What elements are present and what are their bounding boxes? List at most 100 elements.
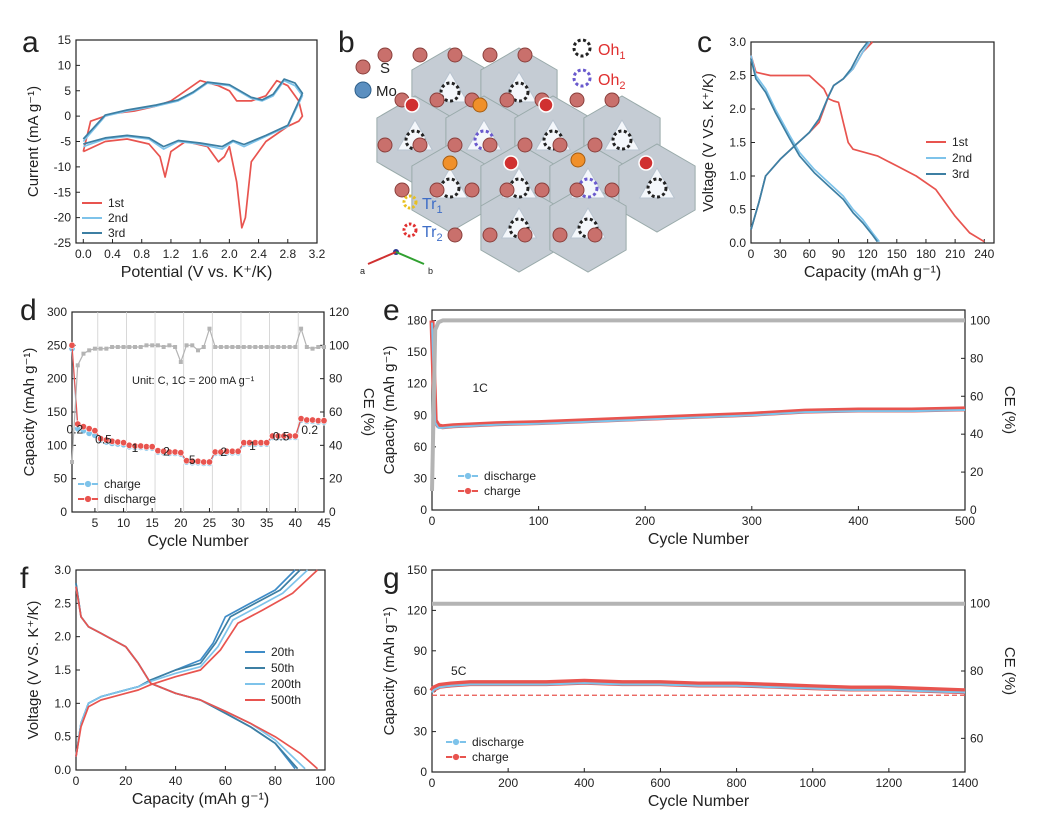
ce-point [230,345,235,349]
ce-point [184,343,189,348]
ce-point [115,345,120,349]
y-axis-title-e: Capacity (mAh g⁻¹) [381,346,398,475]
s-atom [499,182,515,198]
s-atom [552,137,568,153]
y2-tick-label-e: 100 [970,313,990,327]
ce-point [104,346,109,351]
s-atom [429,92,445,108]
mo-atom-legend-label: Mo [376,83,397,100]
x-tick-label-f: 0 [73,774,80,788]
y2-axis-title-g: CE (%) [1001,647,1018,695]
x-tick-label-e: 200 [635,514,655,528]
ce-point [178,360,183,364]
panel-label-b: b [338,26,355,59]
legend-label-charge: charge [484,484,521,498]
ce-point [247,345,252,349]
s-atom [587,137,603,153]
y-tick-label-d: 100 [47,438,67,452]
gcd-curve-3rd-d [750,58,879,243]
series-line-CE [430,318,965,492]
y-axis-title-a: Current (mA g⁻¹) [25,86,42,197]
s-atom [517,47,533,63]
x-tick-label-g: 1400 [952,776,979,790]
cv-curve-3rd [82,78,304,148]
ce-point [322,345,326,349]
legend-label-charge: charge [472,750,509,764]
x-tick-label-a: 2.4 [250,247,267,261]
ce-point [190,343,195,348]
y2-tick-label-e: 60 [970,389,984,403]
s-atom [482,47,498,63]
legend-label-discharge: discharge [484,469,536,483]
y-tick-label-e: 90 [414,408,428,422]
panel-label-c: c [697,26,712,59]
y-axis-title-f: Voltage (V VS. K⁺/K) [25,601,42,740]
x-tick-label-d: 20 [174,516,188,530]
b-axis-label: b [428,266,433,276]
ce-point [121,345,126,349]
ce-point [92,346,97,351]
legend-label-3rd: 3rd [108,226,125,240]
x-tick-label-a: 1.6 [192,247,209,261]
x-tick-label-d: 30 [231,516,245,530]
s-atom [604,182,620,198]
panel-label-f: f [20,562,29,595]
y-tick-label-e: 0 [420,503,427,517]
ce-point [253,345,258,349]
y-tick-label-a: 10 [58,58,72,72]
s-atom [412,47,428,63]
oh2-site-legend-label: Oh2 [598,72,625,92]
x-axis-title-c: Capacity (mAh g⁻¹) [804,264,941,281]
x-tick-label-d: 40 [289,516,303,530]
legend-label-1st: 1st [108,196,125,210]
legend-marker-discharge [464,472,472,480]
panel-label-d: d [20,294,37,327]
legend-label-discharge: discharge [472,735,524,749]
y-tick-label-f: 0.0 [54,763,71,777]
s-atom [447,47,463,63]
legend-label-2nd: 2nd [952,151,972,165]
y-tick-label-a: 0 [64,109,71,123]
x-tick-label-g: 800 [727,776,747,790]
series-line-discharge [431,682,966,694]
y2-tick-label-d: 40 [329,438,343,452]
x-tick-label-a: 2.8 [279,247,296,261]
x-tick-label-f: 80 [269,774,283,788]
x-axis-title-f: Capacity (mAh g⁻¹) [132,791,269,808]
y-tick-label-a: -10 [54,160,72,174]
y-tick-label-f: 2.0 [54,630,71,644]
charge-curve-200th [75,569,309,757]
y-tick-label-c: 1.5 [729,136,746,150]
ce-point [224,345,229,349]
y-tick-label-a: -25 [54,236,72,250]
ce-point [287,345,292,349]
y2-tick-label-g: 60 [970,731,984,745]
crystal-structure-diagram: S Mo Oh1 Oh2 Tr1 Tr2 a b [354,38,696,276]
b-axis-arrow [395,251,425,265]
x-tick-label-g: 1000 [799,776,826,790]
x-tick-label-c: 240 [974,247,994,261]
oh1-site [439,81,461,103]
y-tick-label-f: 1.5 [54,663,71,677]
legend-label-2nd: 2nd [108,211,128,225]
panel-c-charge-discharge-plot: 0 30 60 90 120 150 180 210 240 0.0 0.5 1.0 1.5 2.0 2.5… [700,35,995,281]
ce-point [133,345,137,349]
y-tick-label-e: 180 [407,314,427,328]
discharge-point [194,457,202,465]
rate-label: 2 [163,444,170,458]
rate-label: 0.2 [301,423,318,437]
y-tick-label-g: 90 [414,644,428,658]
ce-point [293,345,298,349]
series-line-charge [429,678,966,695]
lattice-illustration [376,47,696,273]
legend-marker-charge [464,487,472,495]
y-tick-label-a: 15 [58,33,72,47]
x-tick-label-c: 120 [858,247,878,261]
discharge-point [297,415,305,423]
ce-point [167,343,172,348]
y-tick-label-e: 120 [407,377,427,391]
x-tick-label-e: 400 [848,514,868,528]
tr2-site-legend-icon [402,222,418,238]
x-tick-label-a: 0.0 [75,247,92,261]
s-atom [377,137,393,153]
